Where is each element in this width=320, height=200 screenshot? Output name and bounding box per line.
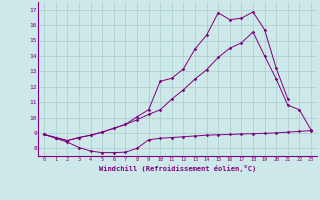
- X-axis label: Windchill (Refroidissement éolien,°C): Windchill (Refroidissement éolien,°C): [99, 165, 256, 172]
